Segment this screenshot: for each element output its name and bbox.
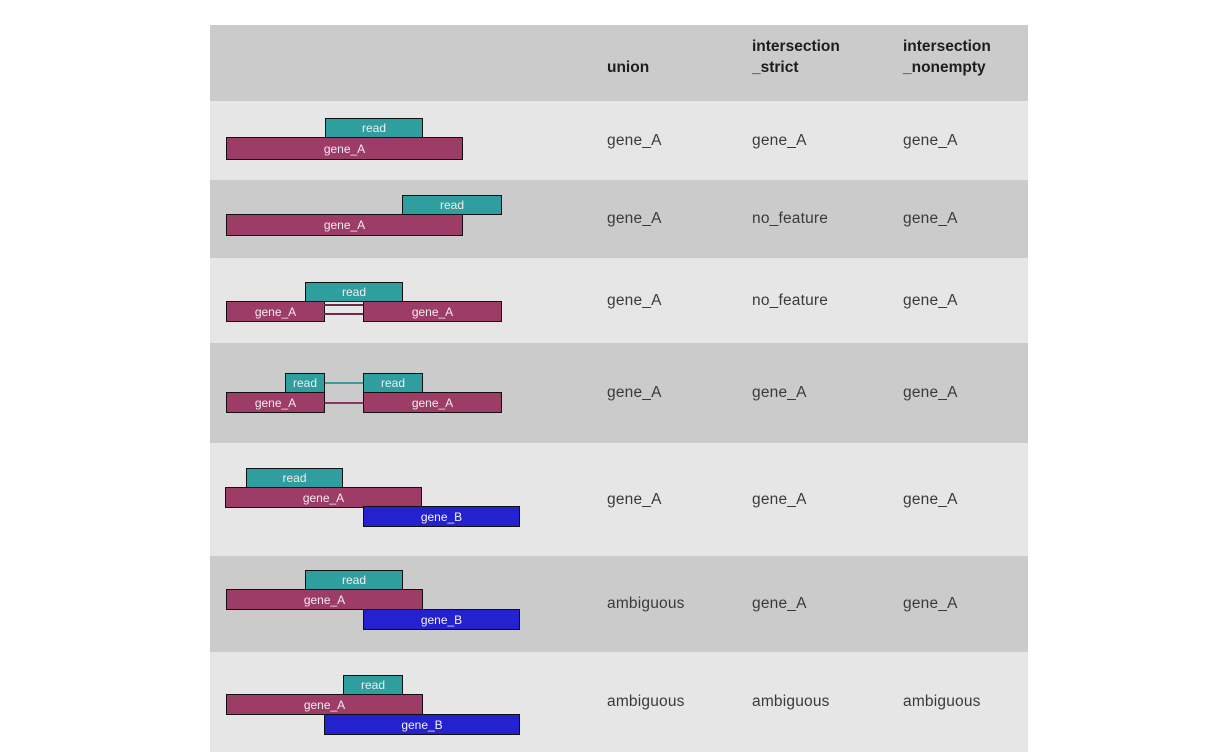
read-box: read [343,675,403,695]
result-intersection-nonempty: ambiguous [903,693,981,710]
result-intersection-nonempty: gene_A [903,384,958,401]
result-intersection-nonempty: gene_A [903,131,958,149]
gene-a-exon-right-box: gene_A [363,392,502,413]
header-row: union intersection _strict intersection … [210,25,1028,101]
read-segment-right-box: read [363,373,423,393]
read-label: read [282,471,307,485]
gene-a-label: gene_A [254,395,297,410]
result-union: gene_A [607,210,662,227]
table-row: gene_A read gene_B ambiguous ambiguous a… [210,652,1028,752]
gene-a-label: gene_A [411,304,454,319]
counting-modes-table: union intersection _strict intersection … [210,25,1028,752]
result-union: ambiguous [607,595,685,612]
read-box: read [305,570,403,590]
gene-b-box: gene_B [363,506,520,527]
gene-b-label: gene_B [420,612,463,627]
gene-a-label: gene_A [303,592,346,607]
table-row: gene_A read gene_B gene_A gene_A gene_A [210,443,1028,556]
read-box: read [246,468,343,488]
result-union: gene_A [607,384,662,401]
gene-a-label: gene_A [302,490,345,505]
gene-a-label: gene_A [411,395,454,410]
result-union: gene_A [607,291,662,309]
result-intersection-strict: gene_A [752,595,807,612]
column-header-intersection-strict: intersection _strict [752,37,840,77]
read-label: read [380,376,406,390]
table-row: gene_A gene_A read read gene_A gene_A ge… [210,343,1028,443]
result-intersection-strict: gene_A [752,131,807,149]
read-box: read [402,195,502,215]
read-label: read [361,121,387,135]
gene-a-box: gene_A [226,214,463,236]
gene-a-box: gene_A [226,137,463,160]
read-label: read [292,376,318,390]
result-intersection-strict: no_feature [752,291,829,309]
table-row: gene_A read gene_B ambiguous gene_A gene… [210,556,1028,652]
gene-b-label: gene_B [420,509,463,524]
result-intersection-nonempty: gene_A [903,210,958,227]
intron-connector [324,304,364,315]
gene-a-exon-right-box: gene_A [363,301,502,322]
read-label: read [341,573,367,587]
read-box: read [305,282,403,302]
gene-a-label: gene_A [323,218,366,232]
result-intersection-nonempty: gene_A [903,490,958,508]
gene-a-label: gene_A [323,141,366,156]
gene-a-box: gene_A [226,589,423,610]
result-union: ambiguous [607,693,685,710]
read-box: read [325,118,423,138]
read-label: read [439,198,465,212]
result-intersection-strict: gene_A [752,384,807,401]
result-intersection-nonempty: gene_A [903,291,958,309]
gene-a-box: gene_A [225,487,422,508]
splice-junction-line [325,382,363,384]
gene-b-label: gene_B [401,717,443,732]
result-union: gene_A [607,490,662,508]
table-row: gene_A read gene_A gene_A gene_A [210,101,1028,180]
table-row: gene_A read gene_A no_feature gene_A [210,180,1028,258]
gene-a-exon-left-box: gene_A [226,301,325,322]
table-row: gene_A gene_A read gene_A no_feature gen… [210,258,1028,343]
result-intersection-strict: gene_A [752,490,807,508]
gene-a-label: gene_A [254,304,297,319]
read-label: read [360,678,386,692]
gene-a-exon-left-box: gene_A [226,392,325,413]
column-header-intersection-nonempty: intersection _nonempty [903,37,991,77]
gene-b-box: gene_B [324,714,520,735]
result-intersection-strict: ambiguous [752,693,830,710]
read-segment-left-box: read [285,373,325,393]
read-label: read [341,285,367,299]
gene-a-box: gene_A [226,694,423,715]
result-intersection-nonempty: gene_A [903,595,958,612]
intron-line [325,402,363,404]
gene-a-label: gene_A [303,697,346,712]
gene-b-box: gene_B [363,609,520,630]
result-union: gene_A [607,131,662,149]
column-header-union: union [607,59,650,77]
result-intersection-strict: no_feature [752,210,829,227]
